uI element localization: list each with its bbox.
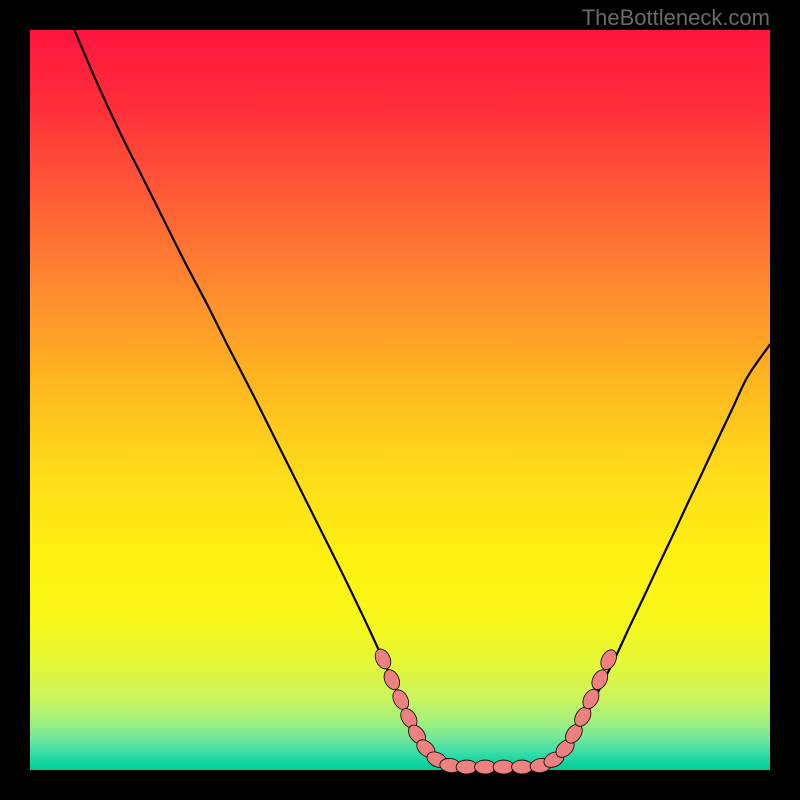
curve-marker bbox=[598, 647, 620, 672]
curve-marker bbox=[493, 760, 514, 774]
curve-marker bbox=[475, 760, 496, 774]
curve-marker bbox=[372, 646, 394, 671]
watermark-text: TheBottleneck.com bbox=[582, 5, 770, 31]
chart-overlay bbox=[30, 30, 770, 770]
curve-marker bbox=[390, 687, 412, 712]
marker-group bbox=[372, 646, 620, 774]
curve-marker bbox=[381, 667, 403, 692]
curve-marker bbox=[456, 760, 477, 774]
curve-marker bbox=[512, 760, 533, 774]
chart-stage: TheBottleneck.com bbox=[0, 0, 800, 800]
plot-area bbox=[30, 30, 770, 770]
bottleneck-curve bbox=[74, 30, 770, 768]
